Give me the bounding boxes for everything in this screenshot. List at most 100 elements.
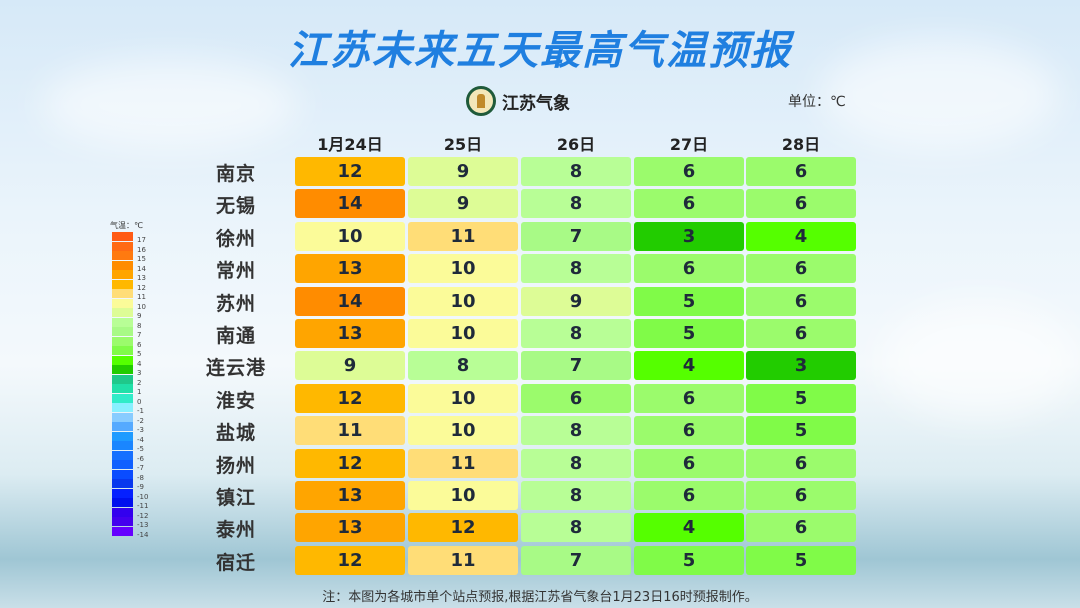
- legend-label: -6: [137, 454, 144, 463]
- temperature-cell: 4: [746, 221, 856, 251]
- column-header: 1月24日: [317, 135, 383, 154]
- temperature-cell: 9: [295, 351, 405, 381]
- legend-swatch: [112, 479, 133, 488]
- legend-swatch: [112, 232, 133, 241]
- city-label: 宿迁: [215, 551, 256, 574]
- logo: 江苏气象: [466, 86, 570, 116]
- legend-swatch: [112, 469, 133, 479]
- temperature-cell: 13: [295, 254, 405, 284]
- temperature-cell: 6: [746, 157, 856, 186]
- temperature-cell: 11: [408, 448, 518, 478]
- background-cloud: [880, 300, 1080, 420]
- unit-label: 单位：℃: [788, 94, 846, 110]
- legend-swatch: [112, 346, 133, 355]
- temperature-cell: 8: [521, 416, 631, 446]
- background-cloud: [820, 40, 1060, 150]
- city-label: 泰州: [215, 519, 256, 542]
- legend-swatch: [112, 336, 133, 346]
- temperature-cell: 5: [634, 286, 744, 316]
- legend-swatch: [112, 517, 133, 526]
- column-header: 25日: [443, 135, 483, 154]
- legend-label: 0: [137, 397, 142, 406]
- temperature-cell: 13: [295, 513, 405, 543]
- temperature-cell: 7: [521, 221, 631, 251]
- page-title: 江苏未来五天最高气温预报: [288, 28, 792, 74]
- legend-title: 气温：℃: [110, 221, 143, 230]
- legend-swatch: [112, 507, 133, 517]
- temperature-cell: 5: [746, 545, 856, 575]
- temperature-cell: 3: [746, 351, 856, 381]
- legend-swatch: [112, 460, 133, 469]
- temperature-cell: 10: [408, 481, 518, 510]
- legend-swatch: [112, 355, 133, 365]
- legend-label: 13: [137, 274, 146, 282]
- temperature-cell: 6: [746, 286, 856, 316]
- temperature-cell: 6: [746, 513, 856, 543]
- city-label: 镇江: [215, 487, 256, 509]
- temperature-cell: 5: [634, 319, 744, 348]
- city-label: 南京: [215, 163, 256, 185]
- legend-label: -13: [137, 521, 149, 529]
- temperature-cell: 8: [521, 513, 631, 543]
- legend-label: -12: [137, 511, 149, 520]
- legend-label: -1: [137, 407, 144, 415]
- temperature-cell: 5: [634, 545, 744, 575]
- legend-label: 9: [137, 312, 142, 320]
- temperature-cell: 6: [634, 416, 744, 446]
- temperature-cell: 11: [408, 545, 518, 575]
- legend-label: 17: [137, 236, 146, 244]
- column-header: 27日: [669, 135, 709, 154]
- temperature-cell: 14: [295, 189, 405, 219]
- city-label: 苏州: [215, 292, 256, 315]
- temperature-cell: 4: [634, 513, 744, 543]
- city-label: 扬州: [215, 454, 256, 477]
- temperature-cell: 6: [634, 189, 744, 219]
- temperature-cell: 8: [521, 319, 631, 348]
- legend-label: 2: [137, 378, 142, 387]
- temperature-cell: 13: [295, 481, 405, 510]
- legend-swatch: [112, 241, 133, 251]
- legend-label: -8: [137, 473, 144, 482]
- legend-swatch: [112, 431, 133, 441]
- legend-swatch: [112, 374, 133, 384]
- temperature-cell: 10: [408, 286, 518, 316]
- temperature-cell: 10: [408, 319, 518, 348]
- temperature-cell: 5: [746, 416, 856, 446]
- temperature-cell: 9: [408, 189, 518, 219]
- legend-swatch: [112, 327, 133, 336]
- temperature-cell: 10: [408, 254, 518, 284]
- city-label: 无锡: [215, 195, 256, 218]
- legend-swatch: [112, 289, 133, 298]
- legend-label: 15: [137, 255, 146, 263]
- logo-text: 江苏气象: [502, 93, 570, 114]
- legend-label: -5: [137, 445, 144, 453]
- temperature-cell: 7: [521, 545, 631, 575]
- legend-label: 10: [137, 302, 146, 311]
- city-label: 盐城: [215, 422, 256, 445]
- legend-label: 12: [137, 283, 146, 292]
- legend-label: -7: [137, 464, 144, 472]
- temperature-cell: 9: [408, 157, 518, 186]
- temperature-cell: 6: [746, 189, 856, 219]
- legend-swatch: [112, 422, 133, 431]
- legend-label: 11: [137, 293, 146, 301]
- legend-label: 7: [137, 331, 142, 339]
- temperature-cell: 3: [634, 221, 744, 251]
- legend-swatch: [112, 279, 133, 289]
- temperature-cell: 6: [634, 448, 744, 478]
- temperature-cell: 12: [295, 383, 405, 413]
- temperature-cell: 14: [295, 286, 405, 316]
- temperature-cell: 6: [634, 157, 744, 186]
- legend-label: 1: [137, 388, 142, 396]
- temperature-cell: 6: [746, 448, 856, 478]
- city-label: 常州: [215, 260, 256, 283]
- legend-label: -3: [137, 426, 144, 434]
- temperature-cell: 8: [521, 157, 631, 186]
- legend-label: -14: [137, 530, 149, 539]
- legend-label: 14: [137, 264, 146, 273]
- legend-swatch: [112, 308, 133, 317]
- legend-label: 8: [137, 321, 142, 330]
- footnote: 注：本图为各城市单个站点预报,根据江苏省气象台1月23日16时预报制作。: [322, 590, 758, 605]
- legend-swatch: [112, 488, 133, 498]
- temperature-cell: 4: [634, 351, 744, 381]
